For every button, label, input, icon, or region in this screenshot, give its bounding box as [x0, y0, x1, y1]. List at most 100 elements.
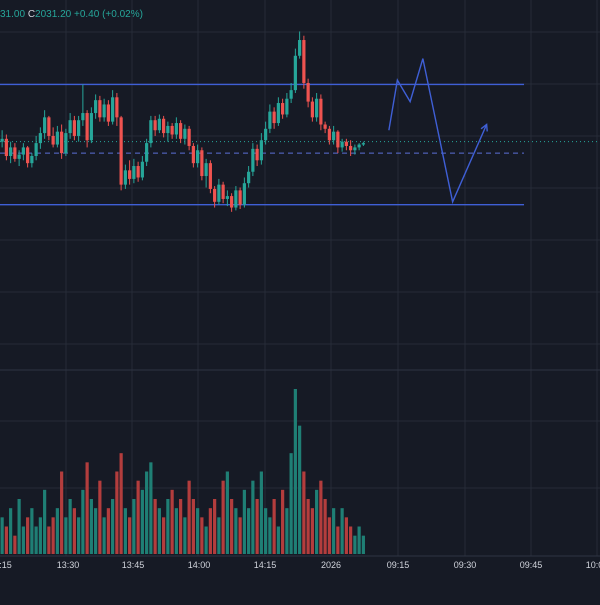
volume-bar: [162, 517, 166, 554]
candle-body: [111, 97, 115, 122]
candle-body: [17, 154, 21, 159]
volume-bar: [153, 499, 157, 554]
volume-bar: [166, 499, 170, 554]
candle-body: [344, 141, 348, 146]
volume-bar: [140, 489, 144, 554]
candle-body: [136, 166, 140, 178]
candle-body: [0, 138, 4, 142]
volume-bar: [230, 499, 234, 554]
volume-bar: [128, 517, 132, 554]
volume-bar: [191, 499, 195, 554]
candle-body: [51, 135, 55, 145]
volume-bar: [94, 508, 98, 554]
volume-bar: [238, 517, 242, 554]
candle-body: [162, 118, 166, 134]
volume-bar: [315, 489, 319, 554]
candle-body: [13, 147, 17, 159]
volume-bar: [4, 526, 8, 554]
close-label: C: [27, 9, 36, 20]
candle-body: [170, 125, 174, 135]
candle-body: [30, 156, 34, 164]
open-value-partial: 31.00: [0, 9, 26, 20]
candle-body: [9, 147, 13, 156]
volume-bar: [268, 517, 272, 554]
x-tick-label: 13:45: [122, 560, 145, 570]
volume-bar: [259, 471, 263, 554]
candle-body: [289, 90, 293, 99]
candle-body: [310, 101, 314, 118]
candle-body: [264, 128, 268, 141]
volume-bar: [102, 517, 106, 554]
volume-bar: [136, 480, 140, 554]
volume-bar: [213, 499, 217, 554]
volume-bar: [349, 526, 353, 554]
volume-bar: [21, 526, 25, 554]
candle-body: [213, 188, 217, 202]
candle-body: [230, 196, 234, 208]
candle-body: [153, 120, 157, 131]
candle-body: [55, 131, 59, 145]
volume-bar: [306, 499, 310, 554]
candle-body: [302, 40, 306, 83]
candle-body: [157, 118, 161, 131]
volume-bar: [327, 517, 331, 554]
volume-bar: [204, 526, 208, 554]
candle-body: [102, 104, 106, 118]
candle-body: [119, 117, 123, 185]
candle-body: [140, 161, 144, 178]
candle-body: [26, 147, 30, 164]
volume-bar: [68, 499, 72, 554]
candle-body: [251, 148, 255, 172]
candle-body: [166, 125, 170, 134]
volume-bar: [221, 480, 225, 554]
candle-body: [234, 190, 238, 208]
volume-bar: [357, 526, 361, 554]
volume-bar: [183, 517, 187, 554]
volume-bar: [55, 508, 59, 554]
volume-bar: [34, 526, 38, 554]
volume-bar: [85, 462, 89, 554]
volume-bar: [323, 499, 327, 554]
candle-body: [85, 113, 89, 141]
volume-bar: [217, 517, 221, 554]
candle-body: [128, 170, 132, 179]
volume-bar: [89, 499, 93, 554]
candle-body: [285, 98, 289, 115]
volume-bar: [98, 480, 102, 554]
volume-bar: [332, 508, 336, 554]
volume-bar: [196, 508, 200, 554]
volume-bar: [64, 517, 68, 554]
volume-bar: [170, 489, 174, 554]
candle-body: [64, 133, 68, 154]
volume-bar: [310, 508, 314, 554]
candle-body: [60, 131, 64, 154]
volume-bar: [145, 471, 149, 554]
volume-bar: [157, 508, 161, 554]
candle-body: [149, 120, 153, 144]
volume-bar: [285, 508, 289, 554]
volume-bar: [72, 508, 76, 554]
volume-bar: [132, 499, 136, 554]
candle-body: [361, 143, 365, 145]
candle-body: [221, 184, 225, 199]
volume-bar: [344, 517, 348, 554]
candle-body: [357, 144, 361, 148]
candle-body: [323, 124, 327, 129]
candle-body: [306, 82, 310, 102]
volume-bar: [302, 471, 306, 554]
candle-body: [281, 103, 285, 115]
volume-bar: [293, 389, 297, 554]
candle-body: [106, 104, 110, 122]
volume-bar: [119, 453, 123, 554]
candle-body: [98, 100, 102, 118]
volume-bar: [30, 508, 34, 554]
volume-bar: [9, 508, 13, 554]
volume-bar: [38, 517, 42, 554]
x-tick-label: 3:15: [0, 560, 12, 570]
candle-body: [340, 141, 344, 148]
volume-bar: [77, 517, 81, 554]
volume-bar: [200, 517, 204, 554]
volume-bar: [298, 425, 302, 554]
